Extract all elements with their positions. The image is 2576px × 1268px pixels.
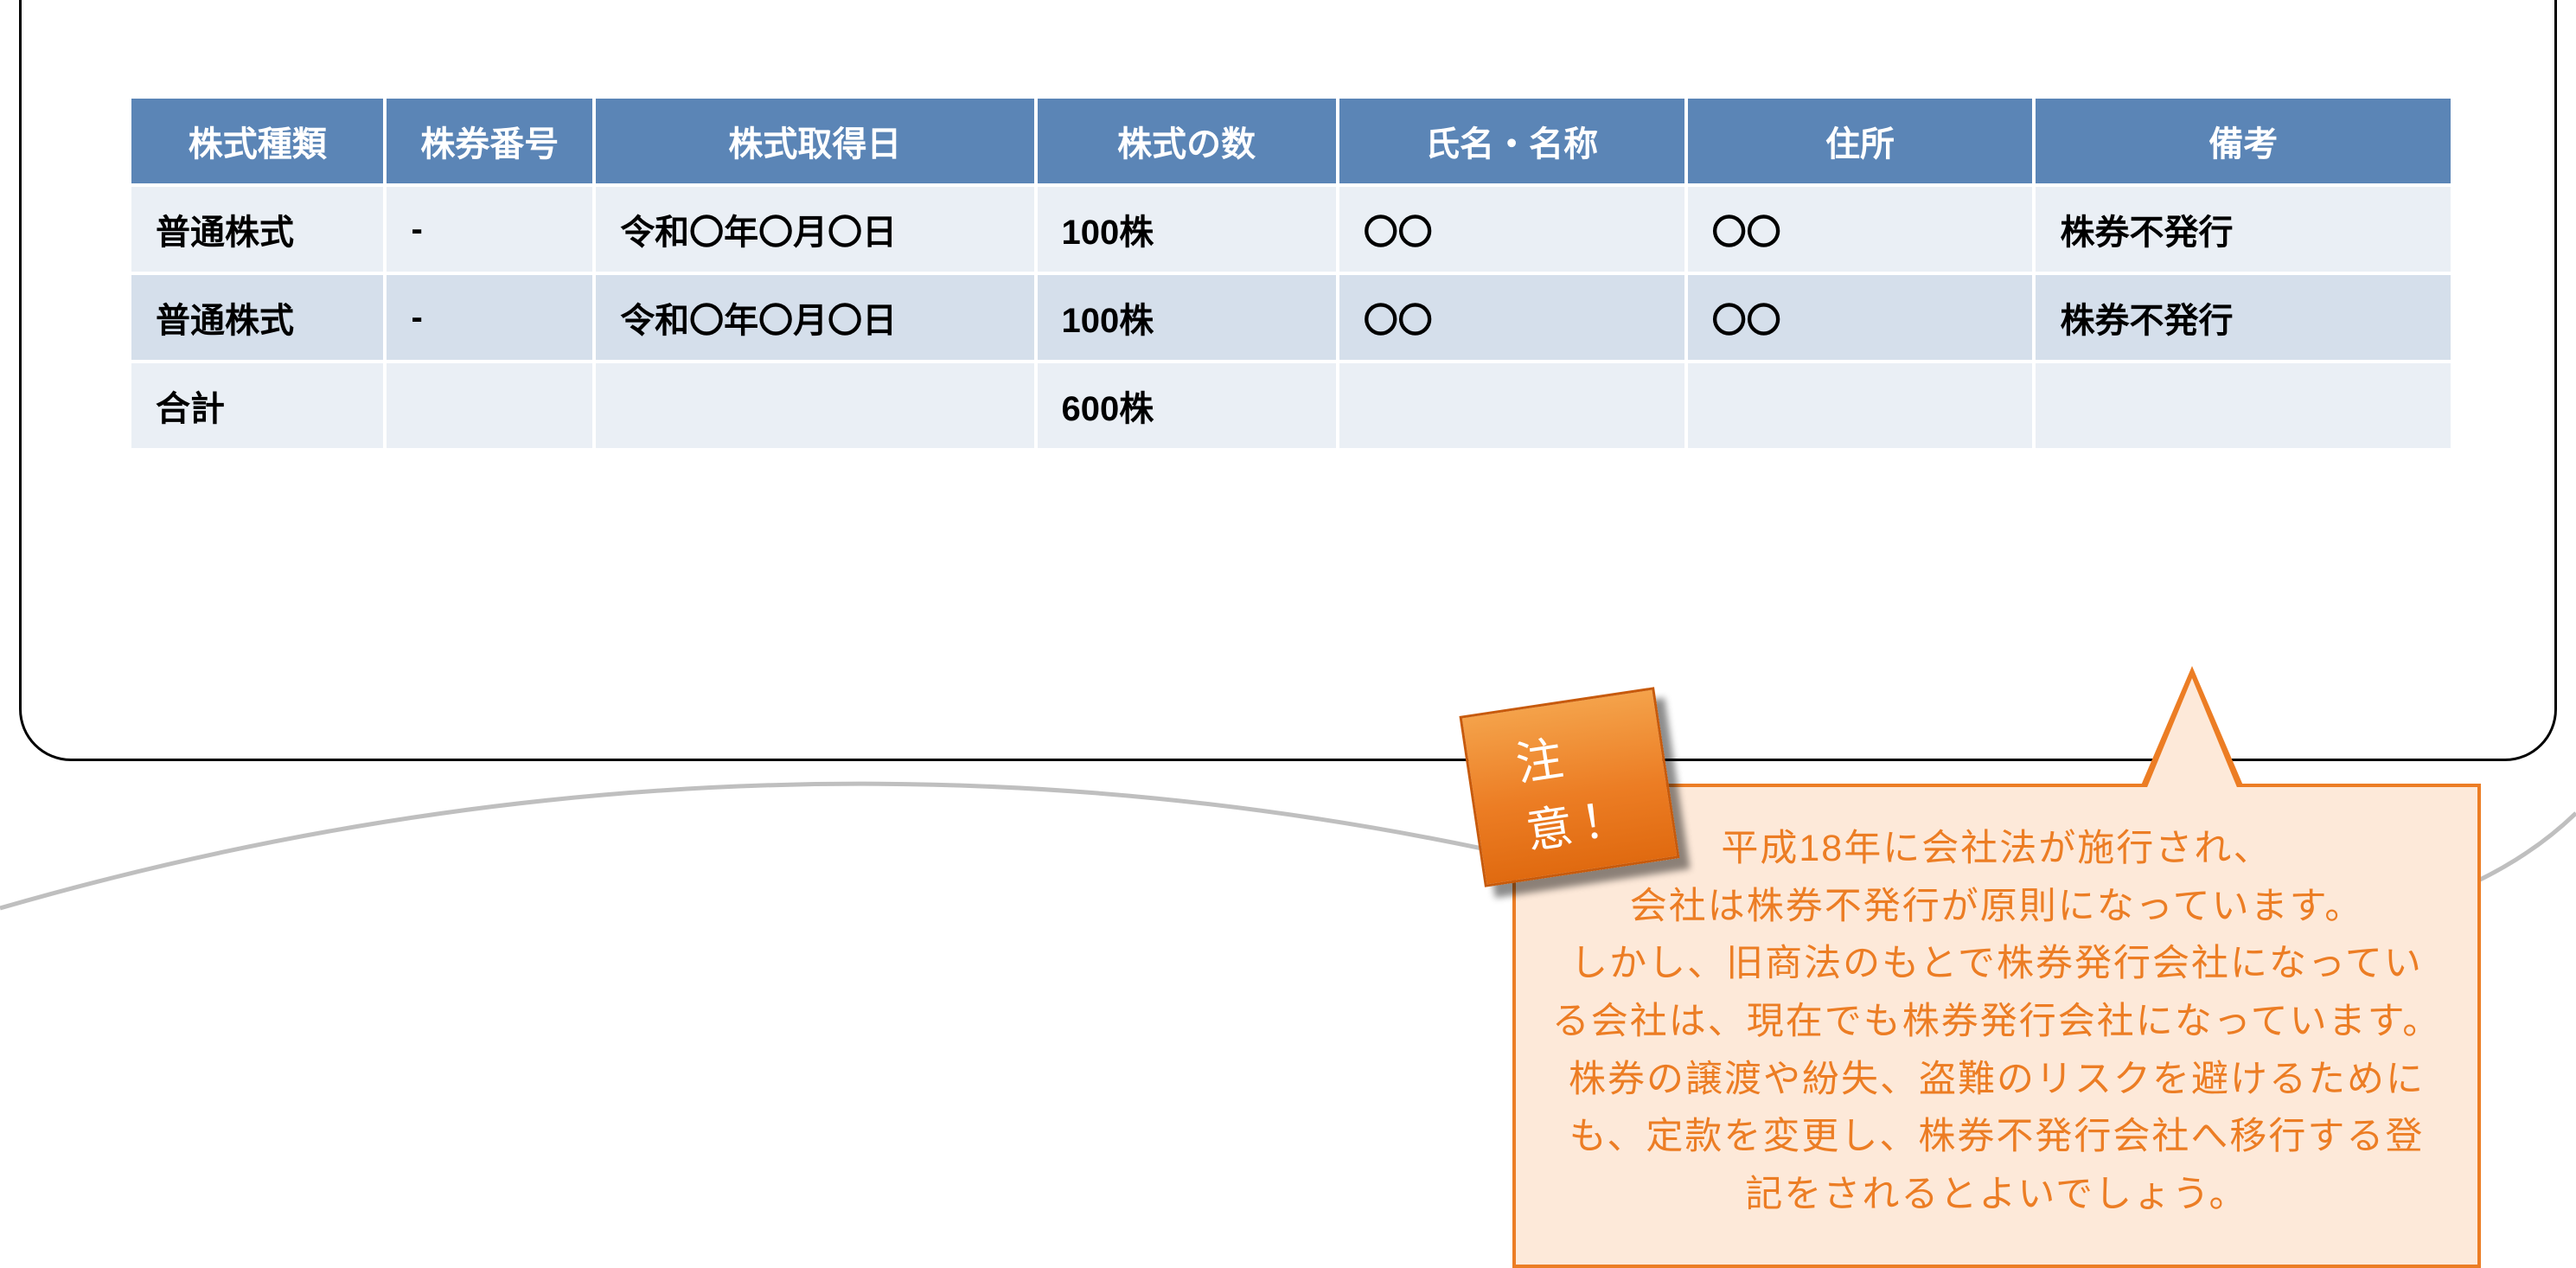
col-header-addr: 住所 (1686, 97, 2035, 185)
cell-shares: 100株 (1036, 273, 1338, 362)
callout-line: 記をされるとよいでしょう。 (1745, 1174, 2247, 1215)
cell-empty (1338, 362, 1686, 450)
col-header-remark: 備考 (2034, 97, 2452, 185)
cell-name: 〇〇 (1338, 273, 1686, 362)
attention-badge: 注意！ (1459, 687, 1679, 887)
cell-num: - (385, 273, 594, 362)
callout-arrow-fill (2144, 678, 2240, 796)
table-row: 普通株式 - 令和〇年〇月〇日 100株 〇〇 〇〇 株券不発行 (130, 273, 2452, 362)
cell-empty (2034, 362, 2452, 450)
cell-empty (385, 362, 594, 450)
cell-type: 普通株式 (130, 185, 385, 273)
shareholder-table: 株式種類 株券番号 株式取得日 株式の数 氏名・名称 住所 備考 普通株式 - … (128, 95, 2454, 451)
callout-line: 会社は株券不発行が原則になっています。 (1630, 886, 2364, 927)
table-header-row: 株式種類 株券番号 株式取得日 株式の数 氏名・名称 住所 備考 (130, 97, 2452, 185)
cell-addr: 〇〇 (1686, 273, 2035, 362)
cell-date: 令和〇年〇月〇日 (594, 185, 1035, 273)
attention-badge-label: 注意！ (1459, 687, 1679, 887)
col-header-shares: 株式の数 (1036, 97, 1338, 185)
cell-remark: 株券不発行 (2034, 273, 2452, 362)
table-total-row: 合計 600株 (130, 362, 2452, 450)
cell-empty (594, 362, 1035, 450)
cell-num: - (385, 185, 594, 273)
callout-line: る会社は、現在でも株券発行会社になっています。 (1552, 1001, 2442, 1042)
cell-empty (1686, 362, 2035, 450)
col-header-type: 株式種類 (130, 97, 385, 185)
col-header-num: 株券番号 (385, 97, 594, 185)
cell-total-shares: 600株 (1036, 362, 1338, 450)
col-header-date: 株式取得日 (594, 97, 1035, 185)
col-header-name: 氏名・名称 (1338, 97, 1686, 185)
cell-name: 〇〇 (1338, 185, 1686, 273)
cell-date: 令和〇年〇月〇日 (594, 273, 1035, 362)
cell-type: 普通株式 (130, 273, 385, 362)
callout-line: 株券の譲渡や紛失、盗難のリスクを避けるために (1569, 1059, 2425, 1100)
cell-total-label: 合計 (130, 362, 385, 450)
callout-line: しかし、旧商法のもとで株券発行会社になってい (1570, 943, 2423, 984)
callout-line: も、定款を変更し、株券不発行会社へ移行する登 (1569, 1116, 2425, 1157)
callout-line: 平成18年に会社法が施行され、 (1721, 828, 2272, 869)
cell-remark: 株券不発行 (2034, 185, 2452, 273)
cell-shares: 100株 (1036, 185, 1338, 273)
cell-addr: 〇〇 (1686, 185, 2035, 273)
table-row: 普通株式 - 令和〇年〇月〇日 100株 〇〇 〇〇 株券不発行 (130, 185, 2452, 273)
